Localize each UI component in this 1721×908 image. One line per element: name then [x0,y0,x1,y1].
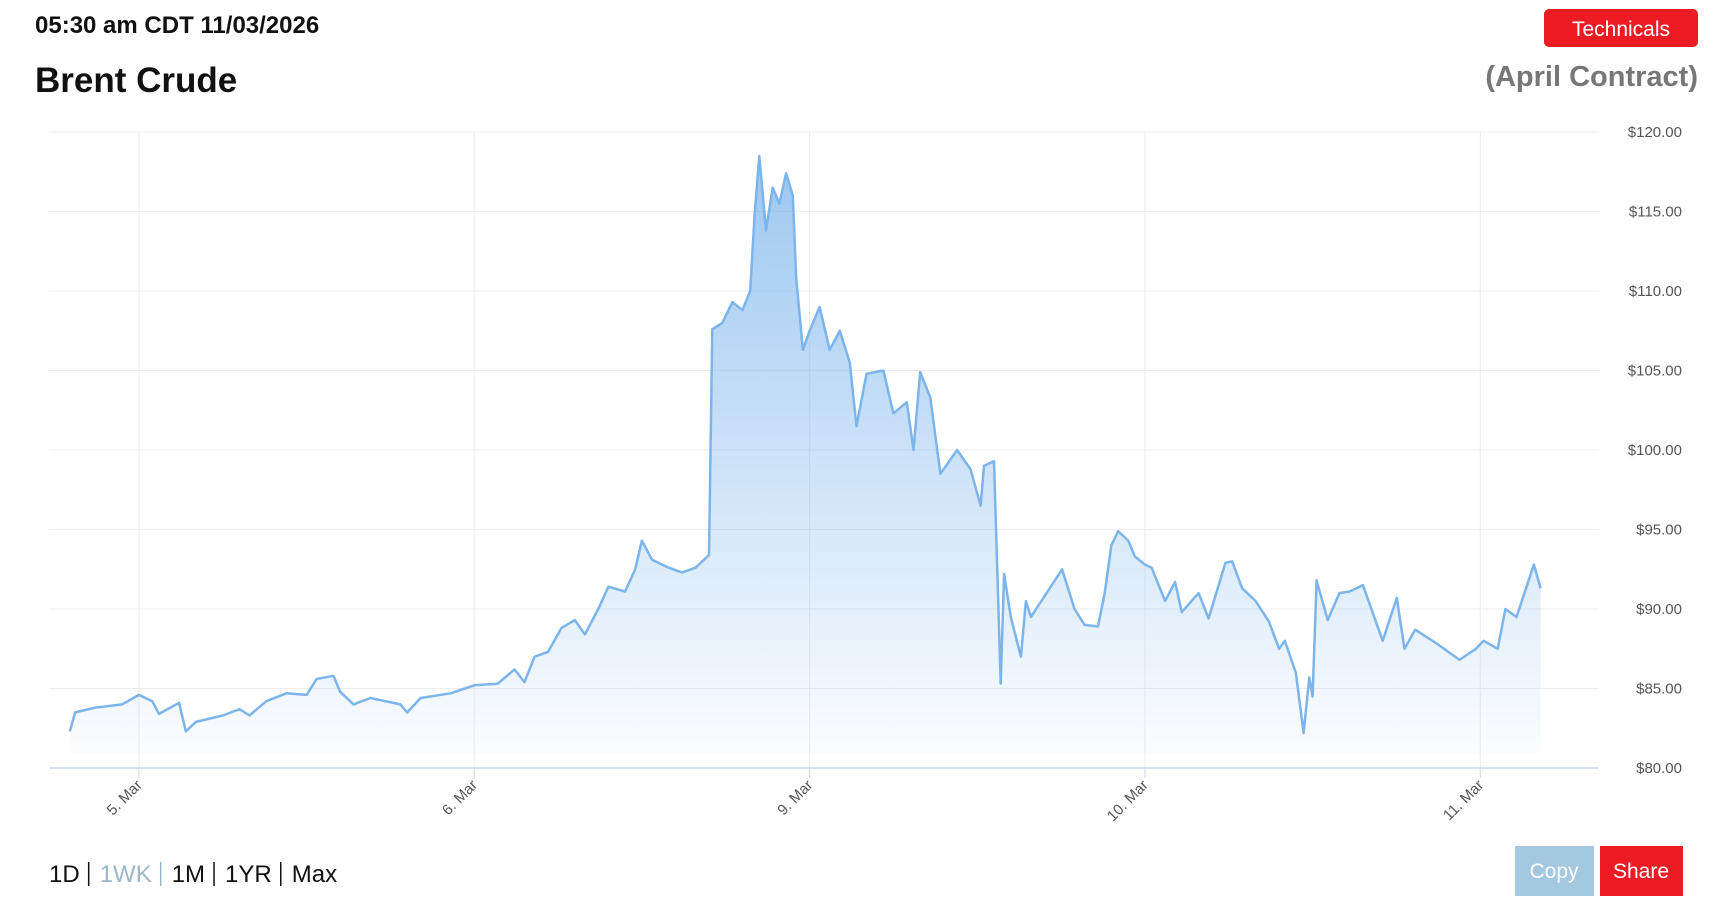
x-tick-label: 11. Mar [1440,777,1487,824]
timestamp: 05:30 am CDT 11/03/2026 [35,12,319,39]
chart-subtitle: (April Contract) [1485,61,1698,93]
chart-title: Brent Crude [35,61,237,100]
button-label: Copy [1529,860,1579,883]
button-bg [1544,9,1698,47]
y-tick-label: $105.00 [1628,363,1682,380]
technicals-button[interactable]: Technicals [1544,9,1698,47]
y-tick-label: $120.00 [1628,124,1682,141]
x-tick-label: 9. Mar [774,777,816,819]
y-tick-label: $95.00 [1636,522,1682,539]
share-button[interactable]: Share [1600,846,1683,896]
button-label: Technicals [1572,18,1670,41]
range-option[interactable]: 1WK [100,861,152,888]
price-area [69,155,1541,754]
price-line [68,154,1542,735]
y-tick-label: $110.00 [1629,283,1682,300]
range-selector: 1D 1WK 1M 1YR Max [49,861,337,888]
button-label: Share [1613,860,1669,883]
copy-button[interactable]: Copy [1515,846,1594,896]
x-tick-label: 5. Mar [104,777,146,819]
plot-area: $80.00 $85.00 $90.00 $95.00 $100.00 $105.00 $1… [49,124,1682,825]
range-option[interactable]: 1YR [225,861,272,888]
y-tick-label: $80.00 [1636,760,1682,777]
range-option[interactable]: 1M [172,861,205,888]
button-bg [1600,846,1683,896]
x-tick-label: 10. Mar [1104,777,1152,825]
y-tick-label: $85.00 [1636,681,1682,698]
y-tick-label: $100.00 [1628,442,1682,459]
x-tick-label: 6. Mar [439,777,481,819]
button-bg [1515,846,1594,896]
range-option[interactable]: Max [292,861,337,888]
y-tick-label: $115.00 [1629,204,1682,221]
range-option[interactable]: 1D [49,861,80,888]
y-tick-label: $90.00 [1636,601,1682,618]
